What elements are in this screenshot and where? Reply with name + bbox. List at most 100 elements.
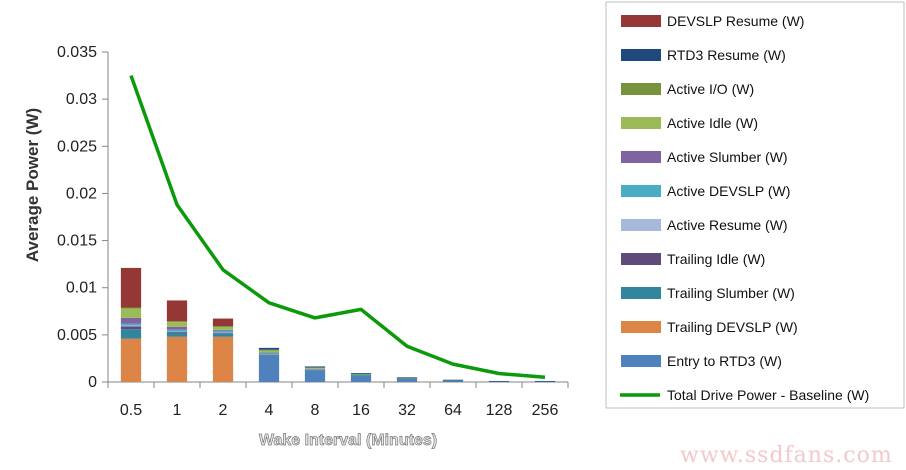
legend-swatch	[621, 15, 661, 27]
bar-segment	[304, 366, 326, 368]
bar-segment	[166, 326, 188, 330]
bar-segment	[166, 332, 188, 333]
bar-segment	[258, 353, 280, 355]
bar-segment	[258, 349, 280, 351]
bar-segment	[534, 380, 556, 382]
bar-segment	[258, 352, 280, 354]
legend-swatch	[621, 321, 661, 333]
bar-segment	[212, 330, 234, 333]
legend-swatch	[621, 49, 661, 61]
bar-segment	[120, 317, 142, 324]
x-tick-label: 64	[444, 402, 462, 419]
bar-segment	[212, 329, 234, 331]
legend-swatch	[621, 287, 661, 299]
x-tick-label: 4	[265, 402, 274, 419]
x-tick-label: 2	[219, 402, 228, 419]
bar-segment	[488, 380, 510, 382]
legend-label: Entry to RTD3 (W)	[667, 353, 782, 369]
x-tick-label: 32	[398, 402, 416, 419]
bar-segment	[166, 331, 188, 333]
bar-segment	[166, 336, 188, 382]
bar-segment	[120, 323, 142, 326]
legend-swatch	[621, 219, 661, 231]
bar-segment	[396, 377, 418, 378]
bar-segment	[212, 318, 234, 327]
bar-segment	[212, 333, 234, 337]
legend-swatch	[621, 83, 661, 95]
total-power-line	[129, 75, 546, 380]
bar-segment	[304, 367, 326, 369]
legend-swatch	[621, 151, 661, 163]
bar-segment	[120, 329, 142, 339]
y-tick-label: 0.03	[66, 91, 97, 108]
legend-label: Active Idle (W)	[667, 115, 758, 131]
bar-segment	[212, 332, 234, 334]
bar-segment	[120, 326, 142, 330]
bar-segment	[120, 267, 142, 308]
legend-swatch	[621, 185, 661, 197]
y-tick-label: 0.005	[57, 327, 97, 344]
y-tick-label: 0.02	[66, 185, 97, 202]
bar-segment	[166, 300, 188, 322]
x-tick-label: 1	[173, 402, 182, 419]
legend-label: Active DEVSLP (W)	[667, 183, 790, 199]
bar-segment	[396, 378, 418, 382]
bar-segment	[350, 374, 372, 376]
watermark: www.ssdfans.com	[680, 443, 893, 465]
bar-segment	[166, 321, 188, 323]
bar-segment	[166, 322, 188, 327]
bar-segment	[120, 338, 142, 382]
bar-segment	[304, 367, 326, 368]
bar-segment	[166, 329, 188, 332]
bar-segment	[350, 374, 372, 375]
x-axis-title: Wake Interval (Minutes)	[259, 432, 437, 449]
legend-swatch	[621, 253, 661, 265]
bar-segment	[304, 369, 326, 371]
bar-segment	[304, 370, 326, 382]
y-tick-label: 0	[88, 374, 97, 391]
legend-label: Active Resume (W)	[667, 217, 788, 233]
bar-segment	[258, 347, 280, 350]
legend-label: Trailing Slumber (W)	[667, 285, 795, 301]
bar-segment	[120, 307, 142, 309]
legend-label: Active Slumber (W)	[667, 149, 788, 165]
bar-segment	[442, 379, 464, 381]
bar-segment	[258, 355, 280, 382]
bar-segment	[258, 353, 280, 354]
bar-segment	[166, 332, 188, 337]
legend-label: Total Drive Power - Baseline (W)	[667, 387, 869, 403]
y-tick-label: 0.01	[66, 280, 97, 297]
x-tick-label: 128	[486, 402, 513, 419]
legend-label: DEVSLP Resume (W)	[667, 13, 804, 29]
bar-segment	[120, 308, 142, 318]
legend-label: Trailing Idle (W)	[667, 251, 765, 267]
legend-label: Trailing DEVSLP (W)	[667, 319, 798, 335]
bar-segment	[212, 326, 234, 328]
x-tick-label: 256	[532, 402, 559, 419]
bar-segment	[396, 377, 418, 379]
bar-segment	[350, 375, 372, 382]
y-axis-title: Average Power (W)	[23, 108, 42, 262]
legend: DEVSLP Resume (W) RTD3 Resume (W) Active I…	[605, 1, 905, 409]
legend-label: Active I/O (W)	[667, 81, 754, 97]
bar-segment	[304, 368, 326, 370]
legend-swatch	[621, 117, 661, 129]
x-tick-label: 0.5	[120, 402, 142, 419]
bar-segment	[212, 327, 234, 330]
y-tick-label: 0.025	[57, 138, 97, 155]
y-tick-label: 0.015	[57, 233, 97, 250]
bar-segment	[442, 380, 464, 382]
x-tick-label: 8	[311, 402, 320, 419]
bar-segment	[258, 354, 280, 356]
bar-segment	[212, 336, 234, 382]
plot-area: 0 0.005 0.01 0.015 0.02 0.025 0.03 0.035 0.5 1 2 4 8…	[57, 44, 569, 419]
legend-label: RTD3 Resume (W)	[667, 47, 786, 63]
legend-box	[605, 1, 905, 409]
x-tick-label: 16	[352, 402, 370, 419]
bar-segment	[212, 332, 234, 334]
bar-segment	[120, 325, 142, 327]
bar-segment	[258, 350, 280, 353]
bar-segment	[350, 373, 372, 375]
